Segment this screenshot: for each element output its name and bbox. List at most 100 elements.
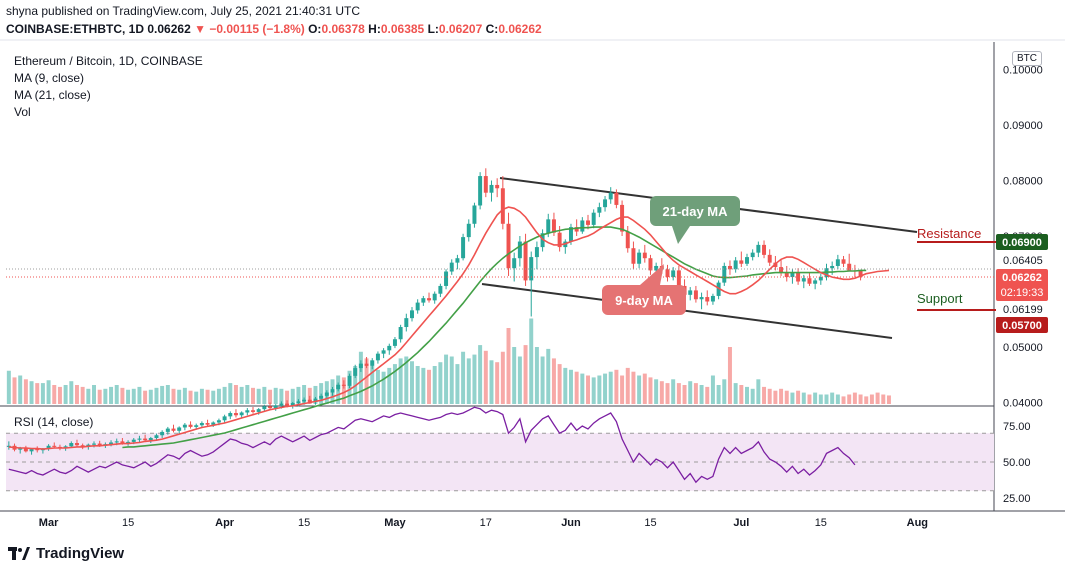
legend-ma21[interactable]: MA (21, close)	[14, 88, 91, 102]
candle-body	[262, 406, 267, 410]
volume-bar	[455, 364, 460, 404]
volume-bar	[415, 366, 420, 404]
candle-body	[847, 263, 852, 271]
candle-body	[120, 441, 125, 444]
volume-bar	[682, 385, 687, 404]
time-tick-label: 17	[480, 517, 492, 529]
rsi-tick-label: 25.00	[1003, 493, 1031, 505]
volume-bar	[614, 369, 619, 404]
candle-body	[296, 401, 301, 404]
volume-bar	[205, 389, 210, 404]
volume-bar	[103, 388, 108, 404]
time-tick-label: 15	[122, 517, 134, 529]
low-value: 0.06207	[438, 22, 483, 36]
volume-bar	[705, 386, 710, 404]
legend-rsi[interactable]: RSI (14, close)	[14, 415, 94, 429]
candle-body	[69, 443, 74, 447]
currency-badge[interactable]: BTC	[1012, 51, 1042, 66]
volume-bar	[199, 388, 204, 404]
volume-bar	[222, 386, 227, 404]
candle-body	[392, 339, 397, 346]
ma21-line	[122, 226, 867, 449]
candle-body	[784, 272, 789, 278]
candle-body	[131, 439, 136, 442]
volume-bar	[40, 383, 45, 404]
volume-bar	[796, 390, 801, 404]
candle-body	[745, 257, 749, 264]
candle-body	[449, 262, 454, 272]
volume-bar	[148, 389, 153, 404]
volume-bar	[18, 375, 23, 404]
candle-body	[637, 252, 642, 264]
support-price-tag: 0.05700	[1002, 320, 1042, 332]
brand-name: TradingView	[36, 545, 125, 562]
candle-body	[285, 403, 290, 406]
legend-vol[interactable]: Vol	[14, 105, 31, 119]
ohlc-line: COINBASE:ETHBTC, 1D 0.06262 ▼ −0.00115 (…	[6, 22, 542, 36]
volume-bar	[563, 367, 568, 404]
volume-bar	[523, 345, 528, 404]
time-tick-label: Aug	[907, 517, 928, 529]
volume-bar	[341, 377, 346, 404]
candle-body	[216, 420, 221, 423]
open-value: 0.06378	[321, 22, 365, 36]
candle-body	[398, 327, 403, 340]
volume-bar	[404, 356, 409, 404]
volume-bar	[739, 385, 744, 404]
volume-bar	[165, 385, 170, 404]
volume-bar	[216, 388, 221, 404]
channel-lower-line	[481, 283, 893, 339]
volume-bar	[177, 389, 182, 404]
candle-body	[194, 425, 199, 427]
candle-body	[273, 405, 278, 409]
volume-bar	[483, 350, 488, 404]
time-tick-label: Mar	[39, 517, 59, 529]
volume-bar	[74, 385, 79, 404]
volume-bar	[421, 367, 426, 404]
candle-body	[290, 403, 295, 406]
candle-body	[767, 254, 772, 263]
rsi-tick-label: 50.00	[1003, 457, 1031, 469]
volume-bar	[245, 385, 250, 404]
candle-body	[245, 410, 250, 413]
volume-bar	[268, 389, 273, 404]
candle-body	[347, 375, 352, 386]
ma9-callout-bg	[602, 285, 686, 315]
volume-bar	[568, 369, 573, 404]
candle-body	[228, 413, 233, 417]
candle-body	[688, 290, 693, 295]
legend-ma9[interactable]: MA (9, close)	[14, 71, 85, 85]
rsi-tick-label: 75.00	[1003, 421, 1031, 433]
volume-bar	[818, 394, 823, 404]
volume-bar	[864, 396, 869, 404]
price-tick-label: 0.04000	[1003, 398, 1043, 410]
candle-body	[750, 252, 755, 258]
candle-body	[353, 368, 358, 376]
tradingview-brand[interactable]: TradingView	[8, 545, 124, 562]
candle-body	[324, 392, 329, 396]
volume-bar	[659, 381, 664, 404]
time-tick-label: 15	[815, 517, 827, 529]
candle-body	[307, 399, 312, 402]
volume-bar	[745, 386, 749, 404]
support-price-tag-bg	[996, 317, 1048, 333]
candle-body	[205, 423, 210, 425]
volume-bar	[23, 379, 28, 404]
volume-bar	[319, 383, 324, 404]
volume-bar	[57, 386, 62, 404]
change-down-icon: ▼	[194, 22, 206, 36]
volume-bar	[432, 366, 437, 404]
candle-body	[523, 241, 528, 281]
volume-bar	[801, 392, 806, 404]
volume-bar	[387, 367, 392, 404]
volume-bar	[665, 383, 670, 404]
rsi-line	[8, 406, 856, 484]
volume-bar	[137, 386, 142, 404]
volume-bar	[835, 394, 840, 404]
candle-body	[705, 297, 710, 302]
candle-body	[625, 231, 630, 249]
time-tick-label: Jul	[733, 517, 749, 529]
volume-bar	[875, 392, 880, 404]
candle-body	[546, 219, 551, 234]
